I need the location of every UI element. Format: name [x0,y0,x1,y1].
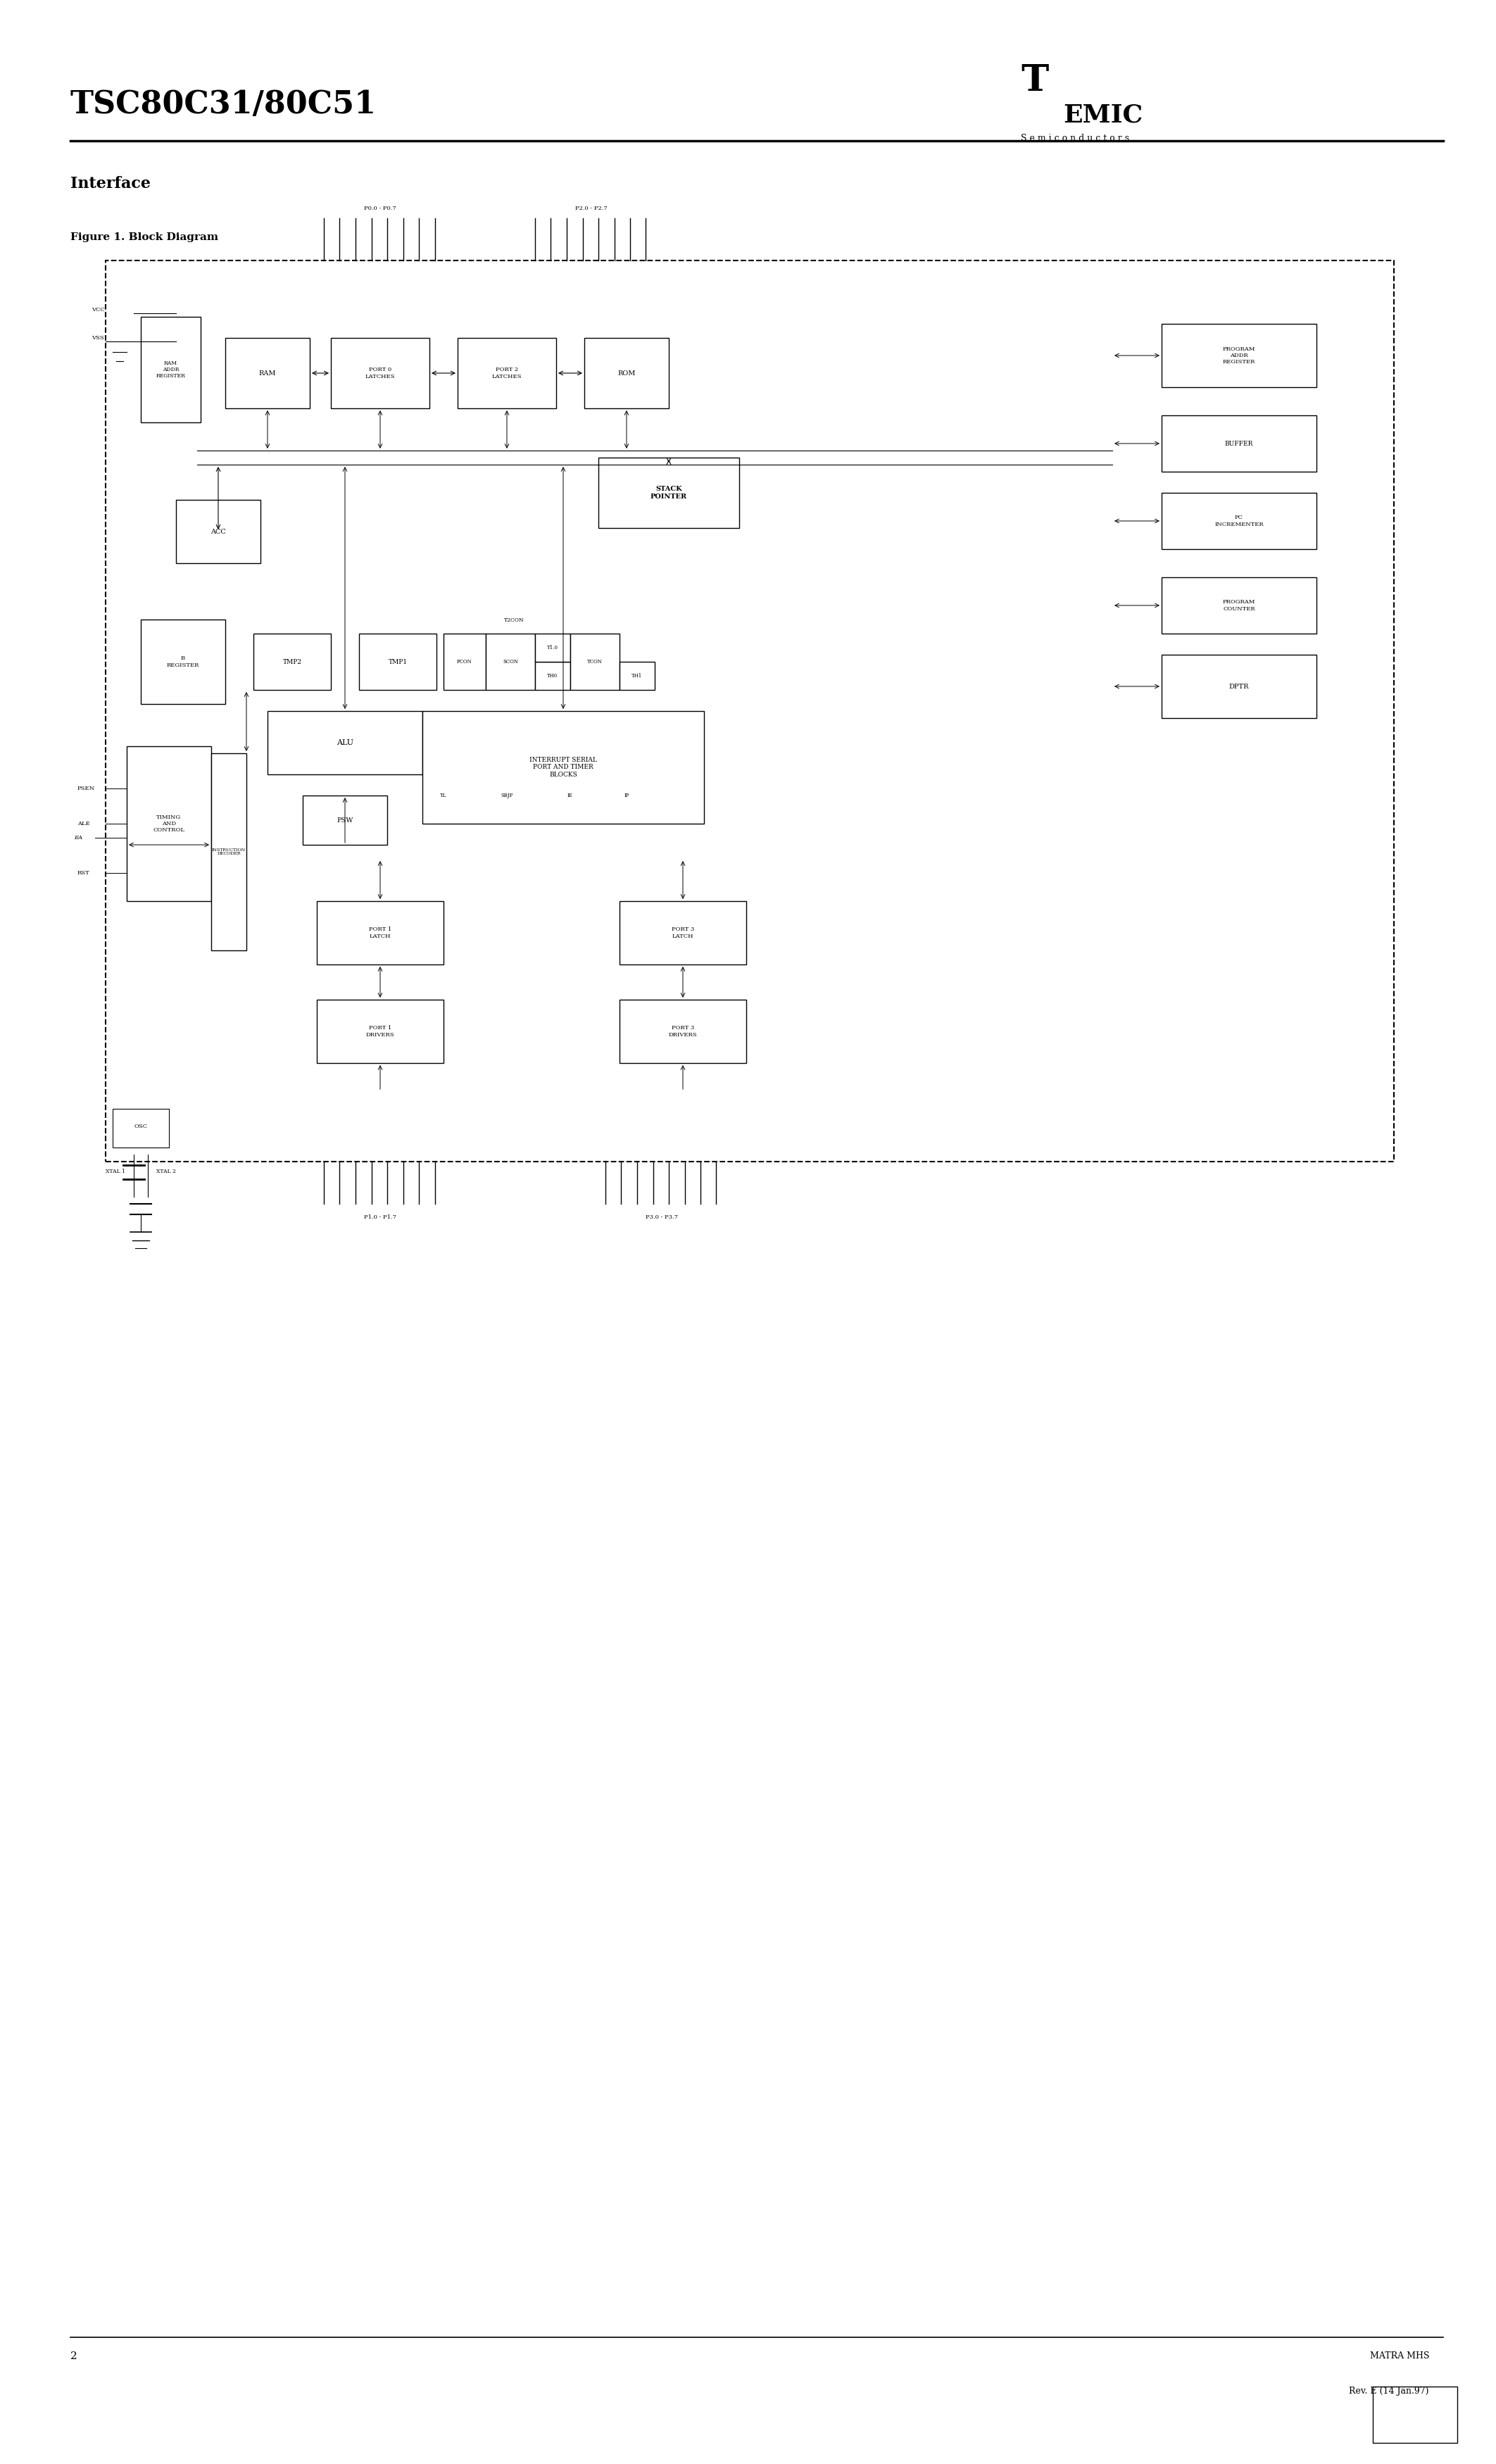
Text: P2.0 - P2.7: P2.0 - P2.7 [576,205,607,212]
Text: PORT 3
LATCH: PORT 3 LATCH [672,926,694,939]
Text: VSS: VSS [91,335,103,340]
FancyBboxPatch shape [317,1000,443,1062]
FancyBboxPatch shape [1161,416,1316,471]
FancyBboxPatch shape [536,663,570,690]
Text: IP: IP [624,793,630,798]
Text: VCC: VCC [91,308,105,313]
Text: P0.0 - P0.7: P0.0 - P0.7 [364,205,396,212]
Text: INSTRUCTION
DECODER: INSTRUCTION DECODER [212,848,245,855]
Text: S e m i c o n d u c t o r s: S e m i c o n d u c t o r s [1020,133,1129,143]
Text: ROM: ROM [618,370,636,377]
Text: TIMING
AND
CONTROL: TIMING AND CONTROL [153,816,186,833]
FancyBboxPatch shape [1161,323,1316,387]
FancyBboxPatch shape [141,318,200,421]
FancyBboxPatch shape [211,754,247,951]
FancyBboxPatch shape [268,712,422,774]
Text: EA: EA [73,835,82,840]
Text: T1.0: T1.0 [548,646,558,650]
Text: Rev. E (14 Jan.97): Rev. E (14 Jan.97) [1349,2388,1429,2395]
FancyBboxPatch shape [1161,577,1316,633]
FancyBboxPatch shape [443,633,486,690]
Text: 2: 2 [70,2351,78,2361]
FancyBboxPatch shape [1161,493,1316,549]
Text: TH1: TH1 [631,673,642,678]
Text: TMP1: TMP1 [389,658,407,665]
FancyBboxPatch shape [1161,655,1316,717]
Text: PORT 0
LATCHES: PORT 0 LATCHES [365,367,395,379]
FancyBboxPatch shape [570,633,619,690]
Text: RAM: RAM [259,370,277,377]
FancyBboxPatch shape [598,458,739,527]
Text: PROGRAM
COUNTER: PROGRAM COUNTER [1222,599,1255,611]
Text: MATRA MHS: MATRA MHS [1370,2351,1429,2361]
Text: ALE: ALE [78,821,90,825]
FancyBboxPatch shape [127,747,211,902]
Text: SCON: SCON [503,658,518,665]
Text: RST: RST [78,870,90,875]
FancyBboxPatch shape [486,633,536,690]
Text: TL: TL [440,793,447,798]
Text: PSW: PSW [337,818,353,823]
Text: IE: IE [567,793,573,798]
FancyBboxPatch shape [422,712,705,823]
Text: PORT 3
DRIVERS: PORT 3 DRIVERS [669,1025,697,1037]
FancyBboxPatch shape [226,338,310,409]
FancyBboxPatch shape [177,500,260,564]
Text: TH0: TH0 [548,673,558,678]
FancyBboxPatch shape [359,633,437,690]
Text: PCON: PCON [456,658,473,665]
Text: PORT 2
LATCHES: PORT 2 LATCHES [492,367,522,379]
Text: BUFFER: BUFFER [1225,441,1254,446]
Text: DPTR: DPTR [1230,683,1249,690]
Text: OSC: OSC [135,1124,148,1129]
FancyBboxPatch shape [253,633,331,690]
Text: T: T [1020,62,1049,99]
FancyBboxPatch shape [317,902,443,963]
FancyBboxPatch shape [619,663,655,690]
FancyBboxPatch shape [302,796,387,845]
Text: T2CON: T2CON [504,618,524,623]
Text: TCON: TCON [586,658,603,665]
Text: P1.0 - P1.7: P1.0 - P1.7 [364,1215,396,1220]
Text: PORT 1
LATCH: PORT 1 LATCH [370,926,392,939]
Text: TMP2: TMP2 [283,658,302,665]
FancyBboxPatch shape [112,1109,169,1148]
Text: Interface: Interface [70,175,151,192]
Text: XTAL 2: XTAL 2 [157,1168,177,1175]
Text: PC
INCREMENTER: PC INCREMENTER [1215,515,1264,527]
Text: RAM
ADDR
REGISTER: RAM ADDR REGISTER [156,360,186,379]
Text: STACK
POINTER: STACK POINTER [651,485,687,500]
Text: INTERRUPT SERIAL
PORT AND TIMER
BLOCKS: INTERRUPT SERIAL PORT AND TIMER BLOCKS [530,756,597,779]
FancyBboxPatch shape [536,633,570,663]
FancyBboxPatch shape [458,338,557,409]
Text: PROGRAM
ADDR
REGISTER: PROGRAM ADDR REGISTER [1222,347,1255,365]
Text: SBJF: SBJF [501,793,513,798]
Text: EMIC: EMIC [1064,103,1143,126]
FancyBboxPatch shape [141,618,226,705]
Text: XTAL 1: XTAL 1 [106,1168,126,1175]
Text: ACC: ACC [211,527,226,535]
Text: PSEN: PSEN [78,786,96,791]
Text: PORT 1
DRIVERS: PORT 1 DRIVERS [367,1025,395,1037]
FancyBboxPatch shape [1373,2388,1457,2442]
FancyBboxPatch shape [585,338,669,409]
FancyBboxPatch shape [619,1000,747,1062]
Text: Figure 1. Block Diagram: Figure 1. Block Diagram [70,232,218,241]
Text: P3.0 - P3.7: P3.0 - P3.7 [646,1215,678,1220]
Text: B
REGISTER: B REGISTER [166,655,199,668]
Text: TSC80C31/80C51: TSC80C31/80C51 [70,89,377,121]
FancyBboxPatch shape [619,902,747,963]
FancyBboxPatch shape [331,338,429,409]
Text: ALU: ALU [337,739,353,747]
